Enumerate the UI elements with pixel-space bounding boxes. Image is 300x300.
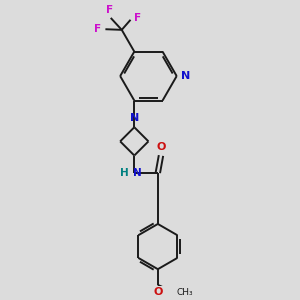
Text: F: F bbox=[106, 5, 113, 15]
Text: N: N bbox=[130, 113, 139, 124]
Text: O: O bbox=[157, 142, 166, 152]
Text: N: N bbox=[133, 168, 142, 178]
Text: F: F bbox=[134, 13, 141, 23]
Text: N: N bbox=[182, 71, 191, 81]
Text: O: O bbox=[153, 287, 163, 297]
Text: H: H bbox=[120, 168, 129, 178]
Text: CH₃: CH₃ bbox=[177, 288, 193, 297]
Text: F: F bbox=[94, 24, 101, 34]
